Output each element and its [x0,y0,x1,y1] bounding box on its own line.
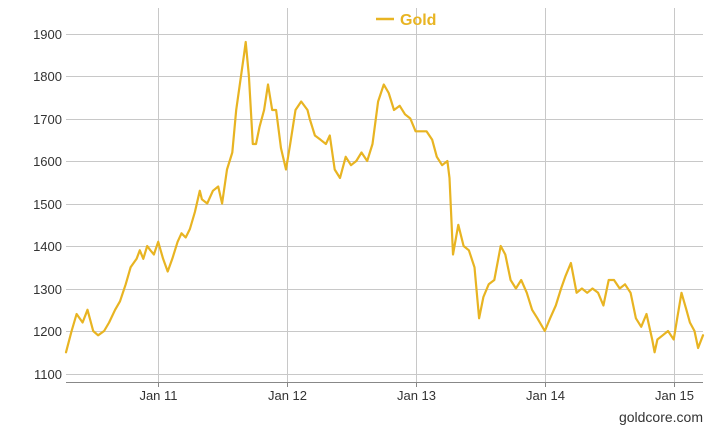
y-tick-label: 1100 [34,367,62,382]
y-tick-label: 1400 [33,239,62,254]
source-credit: goldcore.com [619,409,703,425]
y-tick-label: 1800 [33,69,62,84]
legend-label-gold[interactable]: Gold [400,12,436,29]
y-axis-tick-labels: 1100 1200 1300 1400 1500 1600 1700 1800 1900 [33,27,62,382]
y-tick-label: 1300 [33,282,62,297]
x-tick-label: Jan 11 [139,388,177,403]
y-tick-label: 1900 [33,27,62,42]
horizontal-gridlines [66,34,703,375]
x-tick-label: Jan 12 [268,388,307,403]
y-tick-label: 1500 [33,197,62,212]
y-tick-label: 1600 [33,154,62,169]
y-tick-label: 1700 [33,112,62,127]
vertical-gridlines [158,8,675,382]
series-line-gold [64,40,705,354]
x-axis-tick-labels: Jan 11 Jan 12 Jan 13 Jan 14 Jan 15 [139,388,694,403]
x-tick-label: Jan 15 [655,388,694,403]
x-axis-tick-marks [158,382,675,387]
y-tick-label: 1200 [33,324,62,339]
x-tick-label: Jan 13 [397,388,436,403]
legend[interactable]: Gold [376,12,436,29]
x-tick-label: Jan 14 [526,388,565,403]
